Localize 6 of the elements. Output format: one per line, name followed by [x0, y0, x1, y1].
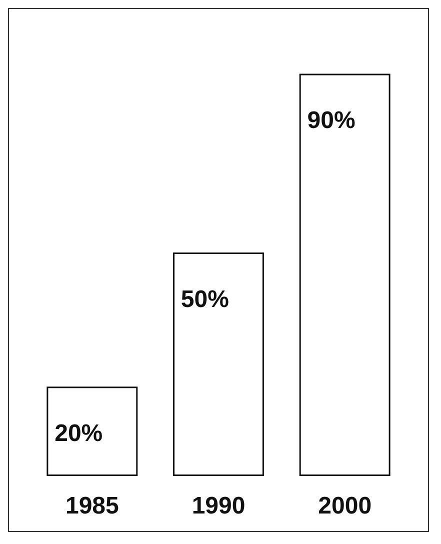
data-label: 50%: [180, 286, 229, 313]
data-label: 90%: [307, 107, 356, 134]
data-label: 20%: [54, 420, 103, 448]
x-tick-label: 1985: [65, 492, 119, 520]
x-tick-label: 1990: [192, 492, 246, 520]
x-tick-label: 2000: [318, 492, 372, 520]
